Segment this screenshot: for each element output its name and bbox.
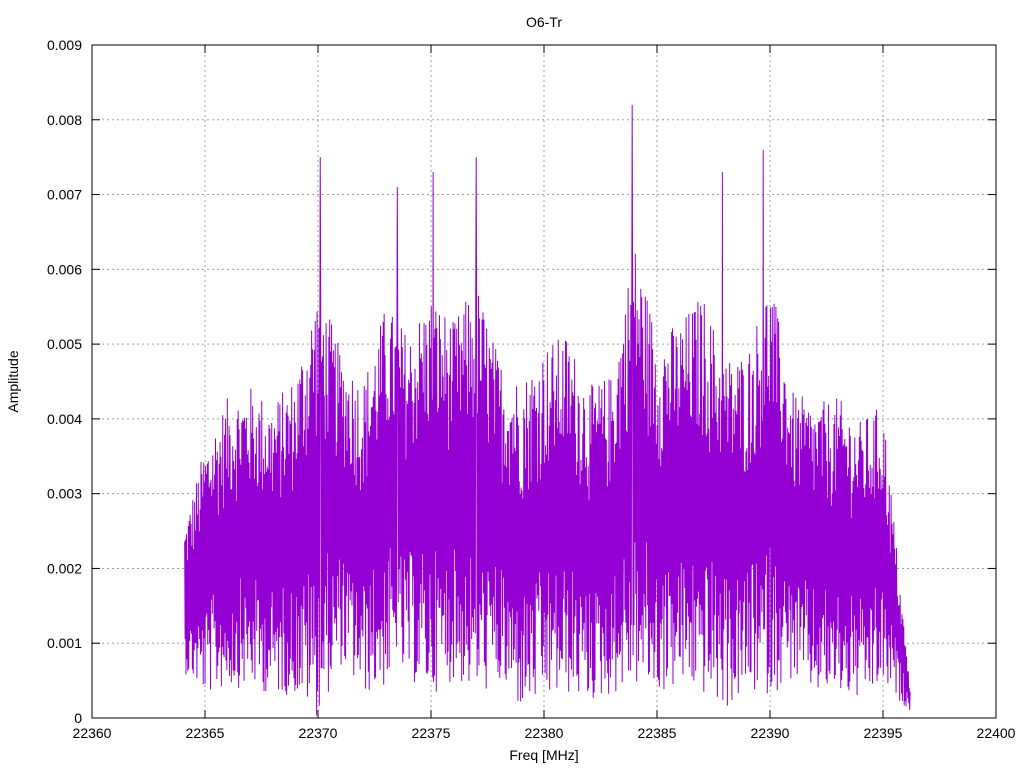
x-tick-label: 22370: [299, 725, 338, 741]
y-tick-label: 0.007: [47, 187, 82, 203]
y-tick-label: 0.009: [47, 37, 82, 53]
x-tick-label: 22375: [412, 725, 451, 741]
x-tick-label: 22360: [73, 725, 112, 741]
y-tick-label: 0.002: [47, 560, 82, 576]
chart-title: O6-Tr: [526, 14, 562, 30]
x-tick-label: 22365: [186, 725, 225, 741]
y-tick-label: 0.001: [47, 635, 82, 651]
y-tick-label: 0.003: [47, 486, 82, 502]
ticks: [91, 44, 997, 719]
x-tick-label: 22380: [525, 725, 564, 741]
y-tick-labels: 0 0.001 0.002 0.003 0.004 0.005 0.006 0.007 0.00…: [47, 37, 82, 726]
x-tick-label: 22400: [977, 725, 1016, 741]
y-tick-label: 0.005: [47, 336, 82, 352]
y-axis-title: Amplitude: [5, 350, 21, 412]
y-tick-label: 0: [74, 710, 82, 726]
y-tick-label: 0.004: [47, 411, 82, 427]
x-axis-title: Freq [MHz]: [509, 747, 578, 763]
x-tick-labels: 22360 22365 22370 22375 22380 22385 22390 22395…: [73, 725, 1016, 741]
spectrum-series-line: [184, 104, 911, 716]
series-group: [184, 104, 911, 716]
x-tick-label: 22395: [864, 725, 903, 741]
y-tick-label: 0.008: [47, 112, 82, 128]
y-tick-label: 0.006: [47, 261, 82, 277]
x-tick-label: 22385: [638, 725, 677, 741]
x-tick-label: 22390: [751, 725, 790, 741]
